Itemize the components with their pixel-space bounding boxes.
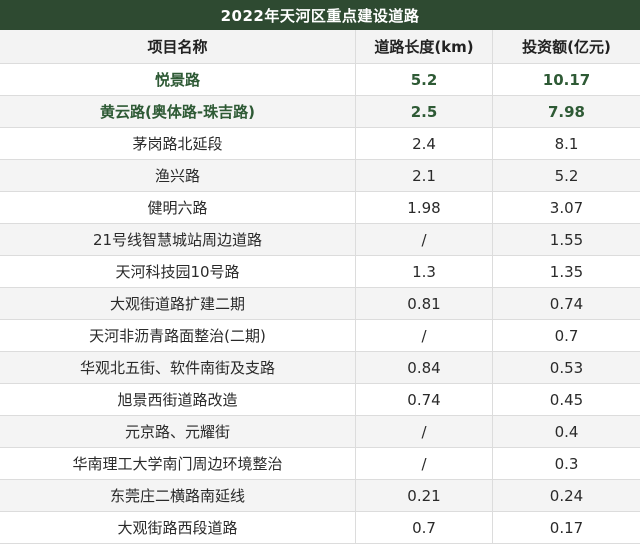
project-name-cell: 渔兴路	[0, 160, 356, 191]
road-length-cell: /	[356, 320, 493, 351]
road-length-cell: 2.1	[356, 160, 493, 191]
project-name-cell: 大观街道路扩建二期	[0, 288, 356, 319]
road-length-cell: 5.2	[356, 64, 493, 95]
project-name-cell: 天河非沥青路面整治(二期)	[0, 320, 356, 351]
project-name-cell: 华观北五街、软件南街及支路	[0, 352, 356, 383]
table-row: 黄云路(奥体路-珠吉路) 2.5 7.98	[0, 96, 640, 128]
investment-cell: 1.55	[549, 230, 584, 249]
investment-cell: 10.17	[542, 70, 591, 89]
table-row: 茅岗路北延段 2.4 8.1	[0, 128, 640, 160]
table-header-row: 项目名称 道路长度(km) 投资额(亿元)	[0, 30, 640, 64]
road-length-cell: 0.74	[356, 384, 493, 415]
investment-cell: 7.98	[547, 102, 585, 121]
table-row: 天河科技园10号路 1.3 1.35	[0, 256, 640, 288]
investment-cell: 5.2	[554, 166, 579, 185]
road-length-cell: 1.3	[356, 256, 493, 287]
road-length-cell: 2.4	[356, 128, 493, 159]
project-name-cell: 大观街路西段道路	[0, 512, 356, 543]
road-length-cell: /	[356, 448, 493, 479]
project-name-cell: 悦景路	[0, 64, 356, 95]
investment-cell: 3.07	[549, 198, 584, 217]
road-length-cell: 0.7	[356, 512, 493, 543]
header-project-name: 项目名称	[0, 30, 356, 63]
investment-cell: 0.17	[549, 518, 584, 537]
project-name-cell: 黄云路(奥体路-珠吉路)	[0, 96, 356, 127]
road-length-cell: 0.84	[356, 352, 493, 383]
table-row: 旭景西街道路改造 0.74 0.45	[0, 384, 640, 416]
project-name-cell: 旭景西街道路改造	[0, 384, 356, 415]
table-row: 大观街道路扩建二期 0.81 0.74	[0, 288, 640, 320]
road-length-cell: 0.21	[356, 480, 493, 511]
table-title: 2022年天河区重点建设道路	[0, 0, 640, 30]
project-name-cell: 健明六路	[0, 192, 356, 223]
road-length-cell: /	[356, 224, 493, 255]
road-length-cell: /	[356, 416, 493, 447]
project-name-cell: 21号线智慧城站周边道路	[0, 224, 356, 255]
table-row: 渔兴路 2.1 5.2	[0, 160, 640, 192]
table-row: 华南理工大学南门周边环境整治 / 0.3	[0, 448, 640, 480]
table-row: 东莞庄二横路南延线 0.21 0.24	[0, 480, 640, 512]
header-investment: 投资额(亿元)	[522, 38, 611, 56]
project-name-cell: 华南理工大学南门周边环境整治	[0, 448, 356, 479]
project-name-cell: 天河科技园10号路	[0, 256, 356, 287]
header-road-length: 道路长度(km)	[356, 30, 493, 63]
table-row: 悦景路 5.2 10.17	[0, 64, 640, 96]
investment-cell: 0.74	[549, 294, 584, 313]
table-row: 健明六路 1.98 3.07	[0, 192, 640, 224]
table-row: 华观北五街、软件南街及支路 0.84 0.53	[0, 352, 640, 384]
table-row: 天河非沥青路面整治(二期) / 0.7	[0, 320, 640, 352]
road-length-cell: 1.98	[356, 192, 493, 223]
project-name-cell: 东莞庄二横路南延线	[0, 480, 356, 511]
investment-cell: 0.3	[554, 454, 579, 473]
investment-cell: 0.45	[549, 390, 584, 409]
table-row: 元京路、元耀街 / 0.4	[0, 416, 640, 448]
investment-cell: 0.7	[554, 326, 579, 345]
investment-cell: 0.24	[549, 486, 584, 505]
investment-cell: 8.1	[554, 134, 579, 153]
table-row: 21号线智慧城站周边道路 / 1.55	[0, 224, 640, 256]
project-name-cell: 元京路、元耀街	[0, 416, 356, 447]
project-name-cell: 茅岗路北延段	[0, 128, 356, 159]
road-length-cell: 0.81	[356, 288, 493, 319]
investment-cell: 0.4	[554, 422, 579, 441]
table-row: 大观街路西段道路 0.7 0.17	[0, 512, 640, 544]
investment-cell: 1.35	[549, 262, 584, 281]
road-length-cell: 2.5	[356, 96, 493, 127]
investment-cell: 0.53	[549, 358, 584, 377]
